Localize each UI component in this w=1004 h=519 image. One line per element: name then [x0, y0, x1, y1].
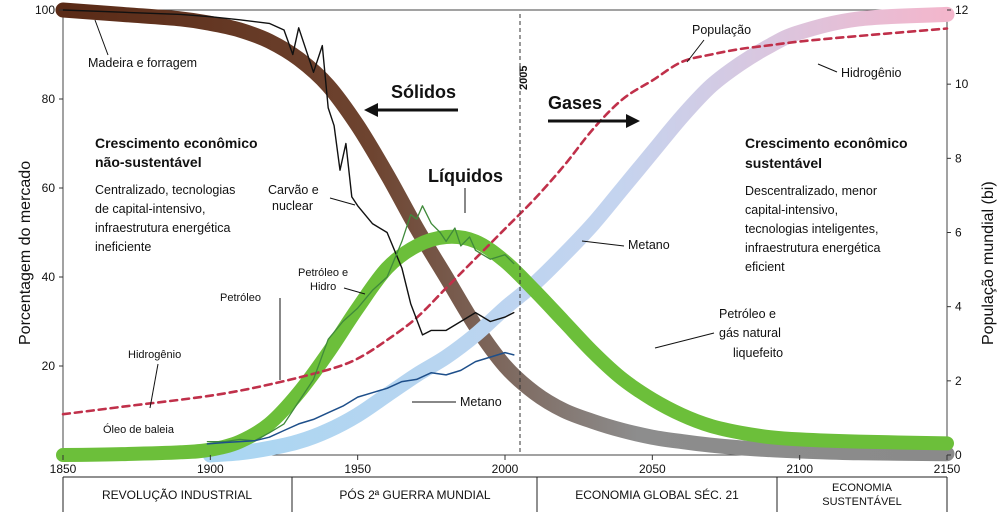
series-liquidos [56, 229, 954, 462]
x-tick-1950: 1950 [344, 462, 371, 476]
arrow-solidos-head [364, 103, 378, 117]
arrow-gnl [654, 332, 715, 349]
x-tick-1900: 1900 [197, 462, 224, 476]
y-axis-right-title: População mundial (bi) [980, 181, 997, 345]
era-economia-sustentavel-1: ECONOMIA [832, 482, 893, 494]
label-metano-low: Metano [460, 395, 502, 409]
label-petroleo: Petróleo [220, 292, 261, 304]
arrow-hidrogenio-left [149, 363, 159, 409]
sustainable-line-1: Descentralizado, menor [745, 184, 877, 198]
y2-tick-12: 12 [955, 3, 969, 17]
label-oleo-baleia: Óleo de baleia [103, 423, 175, 436]
series-populacao [61, 27, 949, 416]
series-madeira-e-forragem [62, 9, 515, 336]
x-tick-2050: 2050 [639, 462, 666, 476]
annotations: Madeira e forragem Sólidos Gases Líquido… [88, 19, 902, 436]
sustainable-line-3: tecnologias inteligentes, [745, 222, 878, 236]
unsustainable-title-2: não-sustentável [95, 154, 202, 170]
unsustainable-line-1: Centralizado, tecnologias [95, 183, 235, 197]
arrow-populacao [686, 39, 705, 63]
y-tick-100: 100 [35, 3, 55, 17]
unsustainable-title-1: Crescimento econômico [95, 135, 258, 151]
era-economia-global: ECONOMIA GLOBAL SÉC. 21 [575, 487, 739, 502]
y2-tick-0: 0 [955, 448, 962, 462]
series-petroleo [206, 205, 515, 443]
arrow-madeira [94, 19, 109, 56]
arrow-hidrogenio-right [817, 63, 838, 73]
era-economia-sustentavel-2: SUSTENTÁVEL [822, 495, 901, 508]
sustainable-line-2: capital-intensivo, [745, 203, 838, 217]
x-tick-2000: 2000 [492, 462, 519, 476]
y2-tick-6: 6 [955, 226, 962, 240]
thin-line-layer [62, 9, 515, 445]
x-tick-2150: 2150 [934, 462, 961, 476]
y-tick-40: 40 [42, 270, 56, 284]
y2-tick-8: 8 [955, 151, 962, 165]
arrow-carvao [329, 197, 356, 206]
x-tick-2100: 2100 [786, 462, 813, 476]
arrow-gases-head [626, 114, 640, 128]
y2-tick-4: 4 [955, 300, 962, 314]
label-metano-mid: Metano [628, 238, 670, 252]
era-revolucao-industrial: REVOLUÇÃO INDUSTRIAL [102, 488, 252, 502]
y-axis-left-title: Porcentagem do mercado [17, 161, 34, 345]
label-populacao: População [692, 23, 751, 37]
y-tick-20: 20 [42, 359, 56, 373]
label-gnl-2: gás natural [719, 326, 781, 340]
label-petroleo-hidro-1: Petróleo e [298, 267, 348, 279]
y2-tick-2: 2 [955, 374, 962, 388]
era-pos-guerra: PÓS 2ª GUERRA MUNDIAL [339, 487, 490, 502]
year-2005-marker-label: 2005 [518, 66, 530, 90]
label-gnl-1: Petróleo e [719, 307, 776, 321]
label-madeira-forragem: Madeira e forragem [88, 56, 197, 70]
unsustainable-line-2: de capital-intensivo, [95, 202, 205, 216]
era-bar: REVOLUÇÃO INDUSTRIAL PÓS 2ª GUERRA MUNDI… [62, 476, 948, 512]
text-block-unsustainable: Crescimento econômico não-sustentável Ce… [95, 135, 258, 254]
series-solidos [55, 2, 955, 462]
sustainable-title-1: Crescimento econômico [745, 135, 908, 151]
text-block-sustainable: Crescimento econômico sustentável Descen… [745, 135, 908, 274]
arrow-metano-mid [581, 240, 625, 247]
sustainable-title-2: sustentável [745, 155, 822, 171]
label-gases: Gases [548, 93, 602, 113]
label-hidrogenio-right: Hidrogênio [841, 66, 902, 80]
unsustainable-line-4: ineficiente [95, 240, 151, 254]
x-tick-1850: 1850 [50, 462, 77, 476]
y2-tick-10: 10 [955, 77, 969, 91]
arrow-petroleo-hidro [343, 287, 366, 295]
label-hidrogenio-left: Hidrogênio [128, 349, 181, 361]
sustainable-line-4: infraestrutura energética [745, 241, 881, 255]
label-carvao-1: Carvão e [268, 183, 319, 197]
label-liquidos: Líquidos [428, 166, 503, 186]
label-petroleo-hidro-2: Hidro [310, 281, 336, 293]
y-tick-60: 60 [42, 181, 56, 195]
unsustainable-line-3: infraestrutura energética [95, 221, 231, 235]
sustainable-line-5: eficient [745, 260, 785, 274]
series-metano [206, 351, 515, 445]
label-carvao-2: nuclear [272, 199, 313, 213]
label-solidos: Sólidos [391, 82, 456, 102]
label-gnl-3: liquefeito [733, 346, 783, 360]
y-tick-80: 80 [42, 92, 56, 106]
axis-ticks: 1850 1900 1950 2000 2050 2100 2150100806040201… [35, 3, 969, 476]
